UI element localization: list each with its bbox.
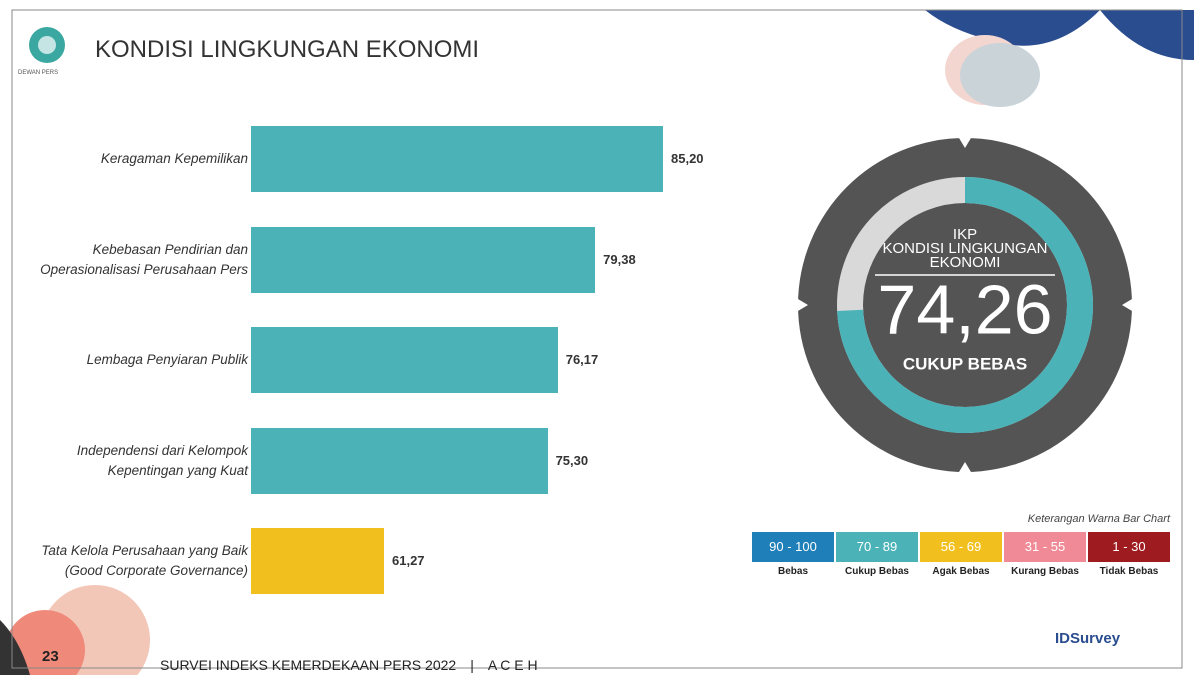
bar <box>251 428 548 494</box>
footer-text: SURVEI INDEKS KEMERDEKAAN PERS 2022 <box>160 657 456 673</box>
bar <box>251 327 558 393</box>
value-label: 61,27 <box>392 528 425 594</box>
footer-separator: | <box>470 657 474 673</box>
value-label: 75,30 <box>556 428 589 494</box>
category-label: Lembaga Penyiaran Publik <box>40 327 248 393</box>
title: KONDISI LINGKUNGAN EKONOMI <box>95 36 479 64</box>
legend-label: Kurang Bebas <box>1004 566 1086 577</box>
category-label: Independensi dari Kelompok Kepentingan y… <box>40 428 248 494</box>
value-label: 79,38 <box>603 227 636 293</box>
brand: IDSurvey <box>1055 630 1120 647</box>
slide: DEWAN PERS KONDISI LINGKUNGAN EKONOMI Ke… <box>0 0 1194 675</box>
category-label: Tata Kelola Perusahaan yang Baik (Good C… <box>40 528 248 594</box>
bar <box>251 528 384 594</box>
category-label: Kebebasan Pendirian dan Operasionalisasi… <box>40 227 248 293</box>
legend-swatch: 56 - 69 <box>920 532 1002 562</box>
gauge-title: EKONOMI <box>930 254 1001 271</box>
legend-label: Tidak Bebas <box>1088 566 1170 577</box>
page-number: 23 <box>42 648 59 665</box>
legend-label: Cukup Bebas <box>836 566 918 577</box>
footer: SURVEI INDEKS KEMERDEKAAN PERS 2022 | A … <box>160 657 538 673</box>
legend-swatch: 1 - 30 <box>1088 532 1170 562</box>
category-label: Keragaman Kepemilikan <box>40 126 248 192</box>
value-label: 85,20 <box>671 126 704 192</box>
gauge-value: 74,26 <box>877 270 1052 348</box>
footer-region: A C E H <box>488 657 538 673</box>
legend-label: Agak Bebas <box>920 566 1002 577</box>
legend-swatch: 70 - 89 <box>836 532 918 562</box>
bar <box>251 227 595 293</box>
legend-swatch: 31 - 55 <box>1004 532 1086 562</box>
bar <box>251 126 663 192</box>
value-label: 76,17 <box>566 327 599 393</box>
logo-text: DEWAN PERS <box>18 70 58 76</box>
legend-title: Keterangan Warna Bar Chart <box>900 513 1170 525</box>
gauge-status: CUKUP BEBAS <box>903 354 1027 373</box>
legend-label: Bebas <box>752 566 834 577</box>
legend-swatch: 90 - 100 <box>752 532 834 562</box>
